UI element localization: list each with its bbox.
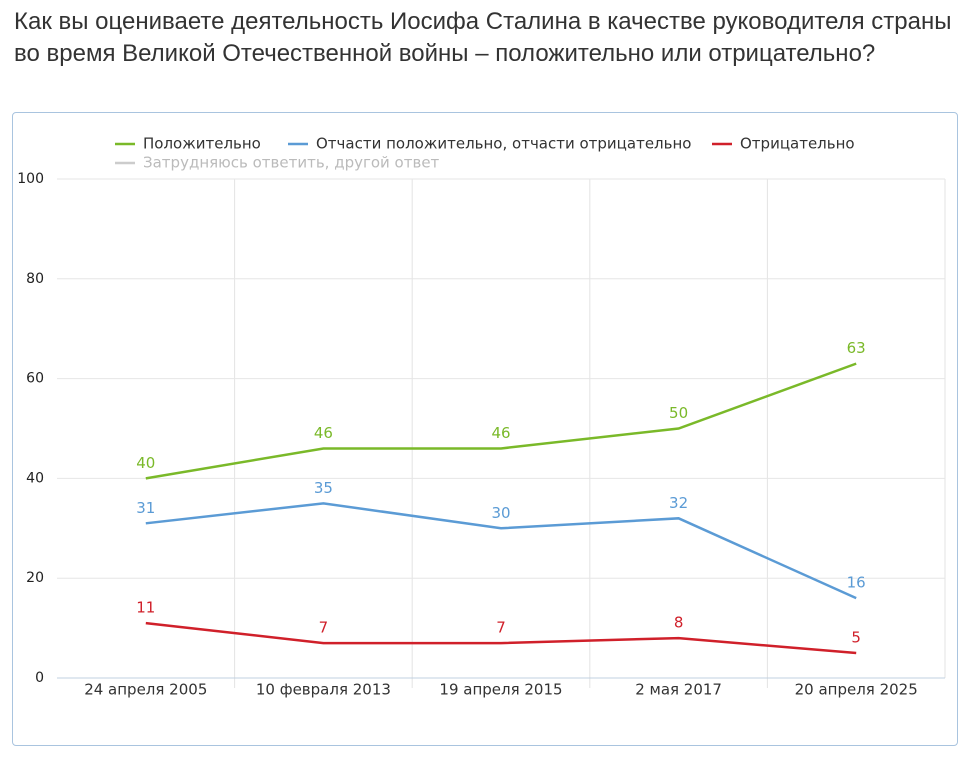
legend-label: Отчасти положительно, отчасти отрицатель… [316,135,691,153]
x-tick-label: 20 апреля 2025 [795,681,918,699]
data-label: 7 [496,619,506,637]
data-label: 46 [491,424,510,442]
data-label: 30 [491,504,510,522]
data-label: 7 [319,619,329,637]
y-tick-label: 0 [35,670,44,686]
legend-label: Положительно [143,135,261,153]
data-label: 50 [669,404,688,422]
legend-label: Затрудняюсь ответить, другой ответ [143,154,440,172]
data-label: 35 [314,479,333,497]
y-tick-label: 100 [17,171,44,187]
chart-title: Как вы оцениваете деятельность Иосифа Ст… [14,8,952,67]
data-label: 5 [851,629,861,647]
series-line [145,502,857,600]
legend-label: Отрицательно [740,135,855,153]
data-label: 31 [136,499,155,517]
chart-frame [12,112,958,746]
data-label: 63 [847,339,866,357]
x-tick-label: 2 мая 2017 [635,681,722,699]
y-tick-label: 20 [26,570,44,586]
data-label: 16 [847,574,866,592]
data-label: 40 [136,454,155,472]
series-line [145,362,857,480]
data-label: 46 [314,424,333,442]
x-tick-label: 19 апреля 2015 [439,681,562,699]
x-tick-label: 24 апреля 2005 [84,681,207,699]
x-tick-label: 10 февраля 2013 [256,681,391,699]
y-tick-label: 40 [26,470,44,486]
y-tick-label: 80 [26,271,44,287]
series-line [145,621,857,655]
data-label: 32 [669,494,688,512]
y-tick-label: 60 [26,371,44,387]
data-label: 8 [674,614,684,632]
data-label: 11 [136,599,155,617]
